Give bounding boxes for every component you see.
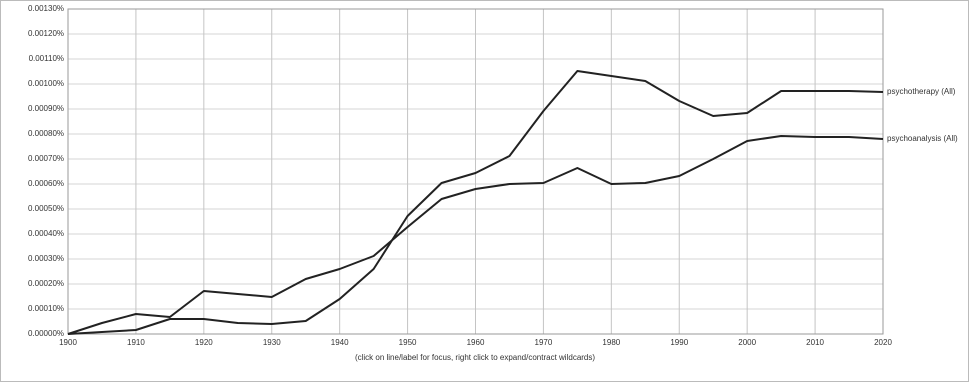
- x-tick-label: 1910: [127, 338, 145, 347]
- y-tick-label: 0.00030%: [28, 254, 64, 263]
- y-tick-label: 0.00080%: [28, 129, 64, 138]
- x-tick-label: 2020: [874, 338, 892, 347]
- x-tick-label: 1970: [535, 338, 553, 347]
- y-tick-label: 0.00070%: [28, 154, 64, 163]
- x-axis-label: (click on line/label for focus, right cl…: [355, 353, 595, 362]
- y-tick-label: 0.00020%: [28, 279, 64, 288]
- y-tick-label: 0.00040%: [28, 229, 64, 238]
- x-tick-label: 1950: [399, 338, 417, 347]
- y-tick-label: 0.00010%: [28, 304, 64, 313]
- x-tick-label: 1920: [195, 338, 213, 347]
- y-tick-label: 0.00110%: [29, 54, 64, 63]
- y-tick-label: 0.00050%: [28, 204, 64, 213]
- x-tick-label: 2000: [738, 338, 756, 347]
- y-tick-label: 0.00130%: [28, 4, 64, 13]
- series-line: [67, 135, 884, 335]
- x-tick-label: 1940: [331, 338, 349, 347]
- plot-border: [67, 8, 884, 335]
- x-tick-label: 2010: [806, 338, 824, 347]
- y-tick-label: 0.00120%: [28, 29, 64, 38]
- y-tick-label: 0.00100%: [28, 79, 64, 88]
- y-tick-label: 0.00060%: [28, 179, 64, 188]
- x-tick-label: 1990: [670, 338, 688, 347]
- x-tick-label: 1900: [59, 338, 77, 347]
- series-line: [67, 70, 884, 335]
- x-tick-label: 1980: [602, 338, 620, 347]
- series-label: psychoanalysis (All): [887, 134, 958, 143]
- series-label: psychotherapy (All): [887, 87, 956, 96]
- y-tick-label: 0.00000%: [28, 329, 64, 338]
- x-tick-label: 1930: [263, 338, 281, 347]
- y-tick-label: 0.00090%: [28, 104, 64, 113]
- x-tick-label: 1960: [467, 338, 485, 347]
